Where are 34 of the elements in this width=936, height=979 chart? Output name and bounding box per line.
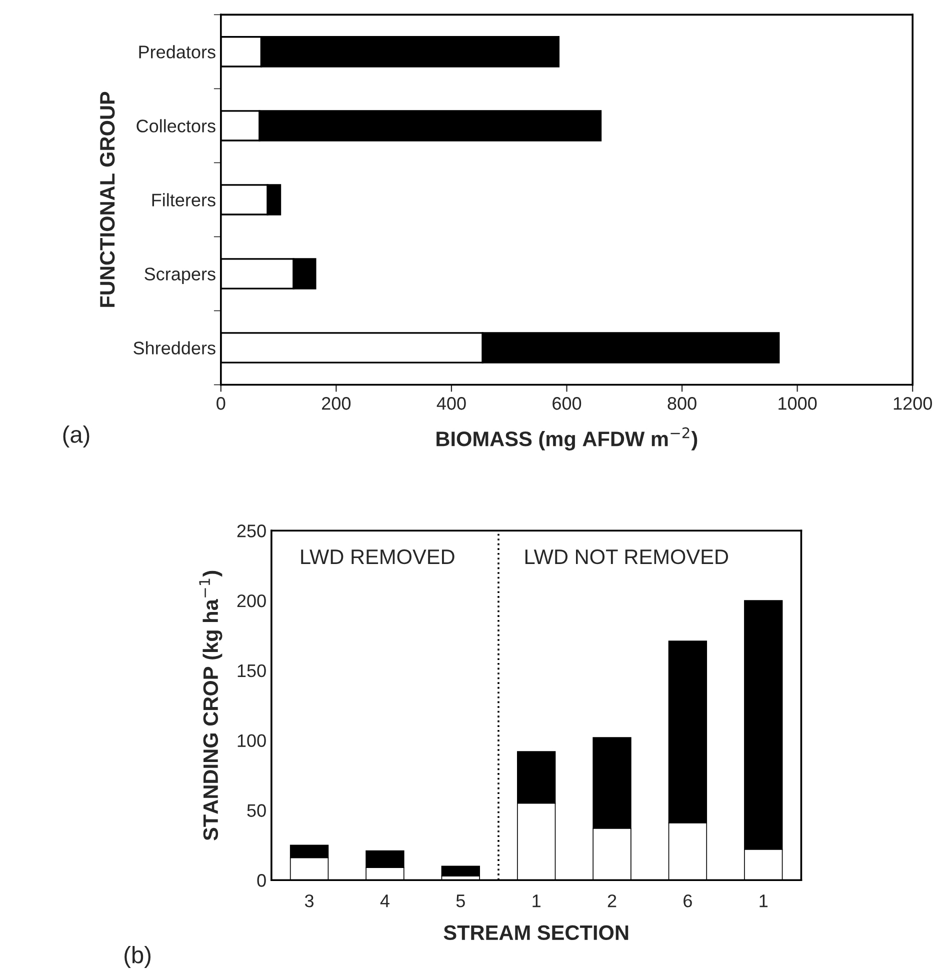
x-axis-title: BIOMASS (mg AFDW m$^{−2}$) [436,427,698,450]
x-tick-label: 1 [760,894,768,908]
y-axis-title: STANDING CROP (kg ha$^{−1}$) [199,570,222,840]
x-tick-label: 5 [456,894,465,908]
y-tick-label: Shredders [134,341,216,354]
text: (a) [63,426,90,448]
text: (b) [124,946,150,968]
x-tick-label: 2 [608,894,616,908]
y-tick-label: 50 [247,804,266,817]
x-tick-label: 800 [668,397,696,410]
y-tick-label: Collectors [136,119,216,132]
x-tick-label: 4 [380,894,390,908]
x-tick-label: 200 [322,397,351,410]
y-tick-label: Scrapers [144,268,216,284]
annotation: LWD NOT REMOVED [525,549,728,564]
x-tick-label: 6 [684,894,692,908]
y-tick-label: 250 [237,524,266,538]
x-axis-title: STREAM SECTION [444,925,628,940]
bar [441,866,480,876]
y-axis-title: FUNCTIONAL GROUP [100,92,115,307]
x-tick-label: 400 [436,397,466,410]
x-tick-label: 1200 [894,397,932,410]
x-tick-label: 1000 [778,397,817,410]
y-tick-label: 200 [237,594,266,608]
y-tick-label: Filterers [152,193,216,206]
x-tick-label: 1 [532,894,540,908]
annotation: LWD REMOVED [301,549,454,564]
x-tick-label: 600 [552,397,582,410]
y-tick-label: 0 [257,874,266,887]
y-tick-label: Predators [139,45,216,58]
y-tick-label: 150 [238,664,266,678]
y-tick-label: 100 [238,734,266,748]
x-tick-label: 0 [216,397,226,410]
x-tick-label: 3 [304,894,314,908]
